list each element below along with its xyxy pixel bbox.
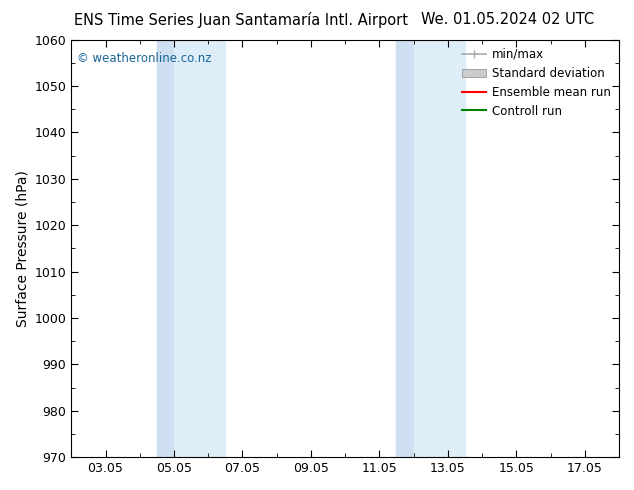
Text: ENS Time Series Juan Santamaría Intl. Airport: ENS Time Series Juan Santamaría Intl. Ai… — [74, 12, 408, 28]
Bar — [157, 40, 174, 457]
Bar — [396, 40, 413, 457]
Legend: min/max, Standard deviation, Ensemble mean run, Controll run: min/max, Standard deviation, Ensemble me… — [458, 43, 616, 122]
Y-axis label: Surface Pressure (hPa): Surface Pressure (hPa) — [15, 170, 29, 327]
Bar — [174, 40, 225, 457]
Text: We. 01.05.2024 02 UTC: We. 01.05.2024 02 UTC — [420, 12, 594, 27]
Text: © weatheronline.co.nz: © weatheronline.co.nz — [77, 52, 211, 65]
Bar — [413, 40, 465, 457]
